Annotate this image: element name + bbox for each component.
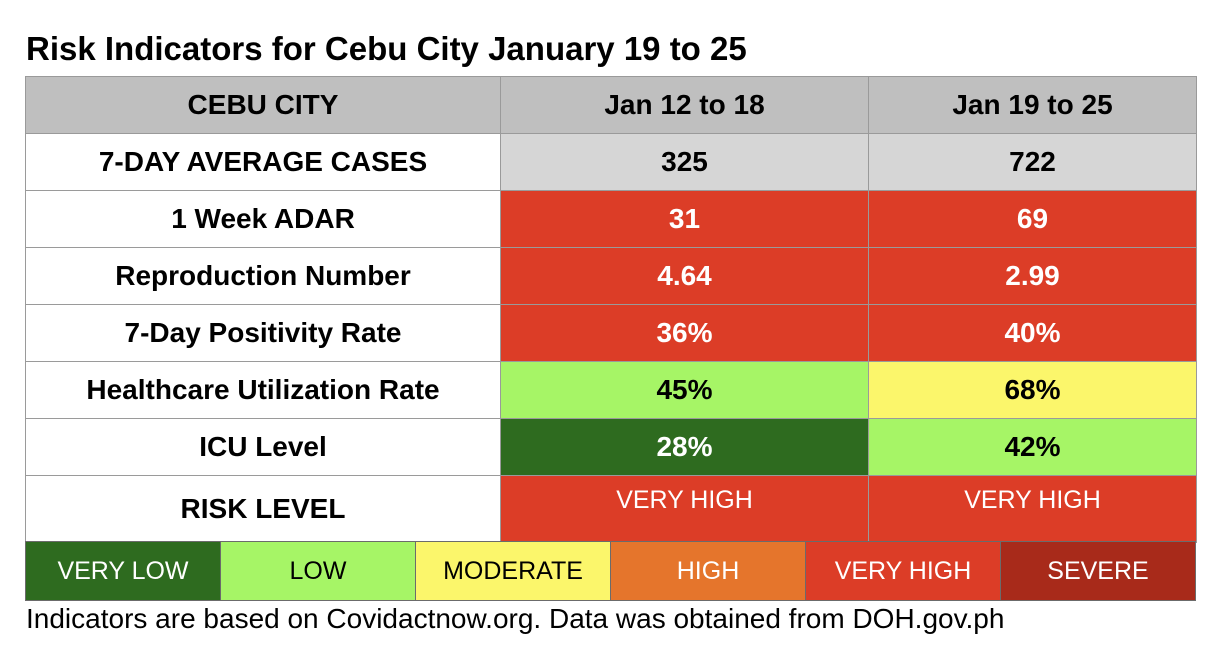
table-row: 1 Week ADAR 31 69 bbox=[25, 190, 1197, 248]
value-cell-week-2: 42% bbox=[868, 418, 1197, 476]
legend-severe: SEVERE bbox=[1001, 542, 1195, 600]
value-cell-week-2: 722 bbox=[868, 133, 1197, 191]
row-label: RISK LEVEL bbox=[25, 475, 501, 543]
table-row: 7-Day Positivity Rate 36% 40% bbox=[25, 304, 1197, 362]
row-label: 1 Week ADAR bbox=[25, 190, 501, 248]
row-label: Reproduction Number bbox=[25, 247, 501, 305]
legend-very-high: VERY HIGH bbox=[806, 542, 1001, 600]
row-label: ICU Level bbox=[25, 418, 501, 476]
value-cell-week-2: 2.99 bbox=[868, 247, 1197, 305]
row-label: Healthcare Utilization Rate bbox=[25, 361, 501, 419]
header-week-1: Jan 12 to 18 bbox=[500, 76, 869, 134]
value-cell-week-1: 325 bbox=[500, 133, 869, 191]
header-city: CEBU CITY bbox=[25, 76, 501, 134]
table-row: ICU Level 28% 42% bbox=[25, 418, 1197, 476]
value-cell-week-1: 45% bbox=[500, 361, 869, 419]
header-week-2: Jan 19 to 25 bbox=[868, 76, 1197, 134]
value-cell-week-1: 36% bbox=[500, 304, 869, 362]
table-row-risk-level: RISK LEVEL VERY HIGH VERY HIGH bbox=[25, 475, 1197, 543]
legend-moderate: MODERATE bbox=[416, 542, 611, 600]
source-footnote: Indicators are based on Covidactnow.org.… bbox=[26, 603, 1005, 634]
value-cell-week-1: 4.64 bbox=[500, 247, 869, 305]
row-label: 7-Day Positivity Rate bbox=[25, 304, 501, 362]
value-cell-week-2: 40% bbox=[868, 304, 1197, 362]
legend-very-low: VERY LOW bbox=[26, 542, 221, 600]
row-label: 7-DAY AVERAGE CASES bbox=[25, 133, 501, 191]
page-title: Risk Indicators for Cebu City January 19… bbox=[26, 30, 747, 67]
value-cell-week-1: 28% bbox=[500, 418, 869, 476]
risk-level-week-2: VERY HIGH bbox=[868, 475, 1197, 543]
risk-level-week-1: VERY HIGH bbox=[500, 475, 869, 543]
value-cell-week-1: 31 bbox=[500, 190, 869, 248]
value-cell-week-2: 68% bbox=[868, 361, 1197, 419]
risk-indicators-table: CEBU CITY Jan 12 to 18 Jan 19 to 25 7-DA… bbox=[25, 76, 1197, 543]
legend-low: LOW bbox=[221, 542, 416, 600]
risk-legend: VERY LOW LOW MODERATE HIGH VERY HIGH SEV… bbox=[25, 541, 1196, 601]
table-row: 7-DAY AVERAGE CASES 325 722 bbox=[25, 133, 1197, 191]
table-row: Reproduction Number 4.64 2.99 bbox=[25, 247, 1197, 305]
table-row: Healthcare Utilization Rate 45% 68% bbox=[25, 361, 1197, 419]
legend-high: HIGH bbox=[611, 542, 806, 600]
value-cell-week-2: 69 bbox=[868, 190, 1197, 248]
table-header-row: CEBU CITY Jan 12 to 18 Jan 19 to 25 bbox=[25, 76, 1197, 134]
